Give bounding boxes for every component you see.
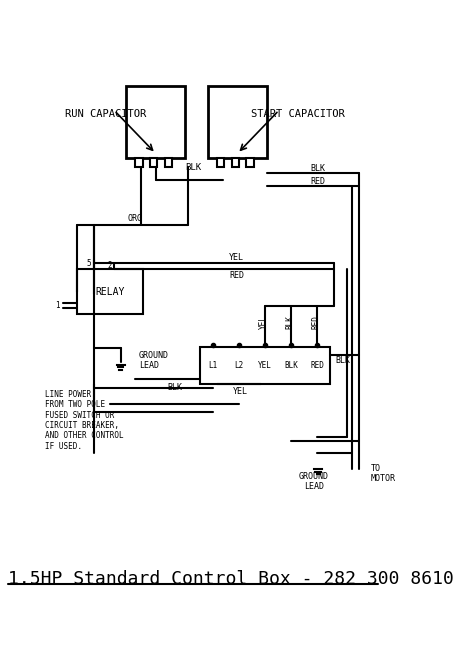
Text: RUN CAPACITOR: RUN CAPACITOR bbox=[65, 109, 146, 119]
Bar bbox=[150, 158, 157, 167]
Text: YEL: YEL bbox=[258, 361, 272, 370]
Text: RELAY: RELAY bbox=[95, 287, 125, 297]
Text: 1.5HP Standard Control Box - 282 300 8610: 1.5HP Standard Control Box - 282 300 861… bbox=[8, 570, 454, 588]
Bar bbox=[208, 86, 267, 158]
Text: GROUND
LEAD: GROUND LEAD bbox=[299, 472, 329, 491]
Bar bbox=[127, 86, 185, 158]
Text: ORG: ORG bbox=[127, 214, 142, 223]
Text: YEL: YEL bbox=[233, 387, 248, 396]
Text: YEL: YEL bbox=[229, 252, 244, 262]
Bar bbox=[136, 158, 143, 167]
Text: YEL: YEL bbox=[259, 315, 268, 329]
Text: BLK: BLK bbox=[335, 356, 350, 365]
Text: BLK: BLK bbox=[185, 163, 201, 172]
Bar bbox=[165, 158, 172, 167]
Text: 2: 2 bbox=[107, 261, 112, 270]
Text: RED: RED bbox=[229, 272, 244, 280]
Text: START CAPACITOR: START CAPACITOR bbox=[251, 109, 345, 119]
Text: BLK: BLK bbox=[168, 383, 183, 392]
Text: BLK: BLK bbox=[284, 361, 298, 370]
Text: TO
MOTOR: TO MOTOR bbox=[371, 464, 396, 483]
Bar bbox=[200, 347, 330, 384]
Bar bbox=[246, 158, 254, 167]
Text: 1: 1 bbox=[55, 301, 60, 310]
Text: RED: RED bbox=[311, 315, 320, 329]
Bar bbox=[77, 269, 143, 314]
Text: RED: RED bbox=[310, 176, 326, 186]
Text: LINE POWER
FROM TWO POLE
FUSED SWITCH OR
CIRCUIT BREAKER,
AND OTHER CONTROL
IF U: LINE POWER FROM TWO POLE FUSED SWITCH OR… bbox=[45, 390, 124, 451]
Text: BLK: BLK bbox=[285, 315, 294, 329]
Text: GROUND
LEAD: GROUND LEAD bbox=[139, 351, 169, 370]
Bar bbox=[232, 158, 239, 167]
Text: L1: L1 bbox=[208, 361, 218, 370]
Text: BLK: BLK bbox=[310, 164, 326, 172]
Text: L2: L2 bbox=[234, 361, 244, 370]
Text: 5: 5 bbox=[87, 259, 91, 268]
Bar bbox=[217, 158, 224, 167]
Text: RED: RED bbox=[310, 361, 324, 370]
